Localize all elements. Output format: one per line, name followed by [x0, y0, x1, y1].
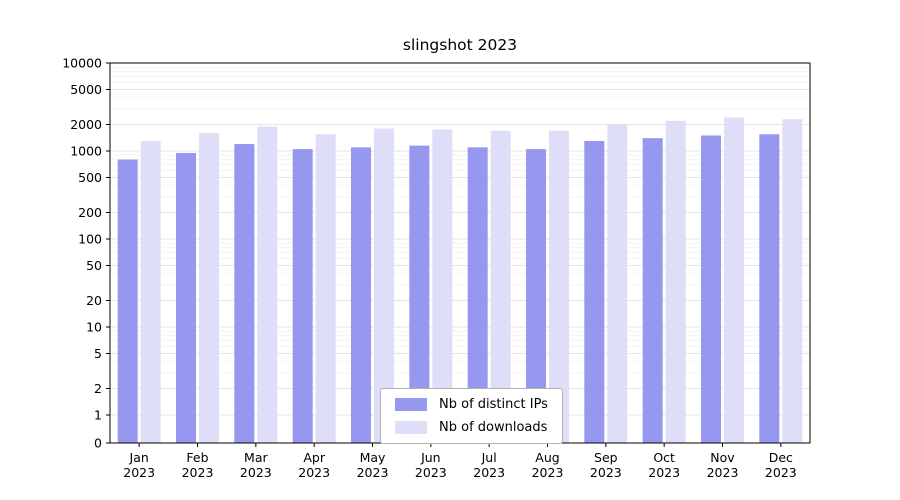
- x-tick-label-year: 2023: [590, 465, 622, 480]
- x-tick-label-year: 2023: [648, 465, 680, 480]
- x-tick-label-month: Feb: [186, 450, 208, 465]
- bar-distinct-ips: [701, 135, 721, 443]
- x-tick-label-month: Sep: [594, 450, 618, 465]
- legend-item-downloads: Nb of downloads: [395, 420, 548, 435]
- bar-distinct-ips: [351, 147, 371, 444]
- bar-downloads: [199, 133, 219, 443]
- bar-distinct-ips: [584, 140, 605, 443]
- x-tick-label-year: 2023: [532, 465, 564, 480]
- chart-title: slingshot 2023: [402, 36, 518, 54]
- bar-distinct-ips: [526, 149, 546, 443]
- x-tick-label-year: 2023: [123, 465, 155, 480]
- bar-distinct-ips: [292, 149, 313, 443]
- x-tick-label-year: 2023: [707, 465, 739, 480]
- y-tick-label: 20: [86, 293, 102, 308]
- legend-label-downloads: Nb of downloads: [439, 420, 548, 435]
- x-tick-label-year: 2023: [240, 465, 272, 480]
- bar-downloads: [724, 117, 744, 443]
- y-tick-label: 10: [86, 320, 102, 335]
- x-tick-label-month: Nov: [710, 450, 735, 465]
- legend-item-distinct-ips: Nb of distinct IPs: [395, 397, 548, 412]
- y-tick-label: 2000: [70, 117, 102, 132]
- bar-distinct-ips: [176, 152, 196, 443]
- legend: Nb of distinct IPs Nb of downloads: [380, 388, 563, 444]
- x-tick-label-month: Oct: [653, 450, 675, 465]
- x-tick-label-year: 2023: [182, 465, 214, 480]
- x-tick-label-month: Mar: [244, 450, 268, 465]
- x-tick-label-month: Aug: [535, 450, 559, 465]
- x-tick-label-month: Jul: [481, 450, 497, 465]
- y-tick-label: 5000: [70, 82, 102, 97]
- bar-distinct-ips: [467, 147, 488, 444]
- y-tick-label: 10000: [62, 56, 102, 71]
- bar-downloads: [607, 124, 628, 443]
- x-tick-label-month: Apr: [303, 450, 325, 465]
- x-tick-label-month: May: [360, 450, 386, 465]
- bar-downloads: [549, 130, 569, 443]
- y-tick-label: 100: [78, 232, 102, 247]
- bar-downloads: [490, 130, 511, 443]
- bar-downloads: [665, 120, 686, 443]
- x-tick-label-month: Jan: [129, 450, 149, 465]
- bar-downloads: [257, 126, 278, 444]
- y-tick-label: 2: [94, 381, 102, 396]
- x-tick-label-year: 2023: [357, 465, 389, 480]
- bar-downloads: [782, 119, 803, 443]
- x-tick-label-year: 2023: [298, 465, 330, 480]
- legend-label-distinct-ips: Nb of distinct IPs: [439, 397, 548, 412]
- y-tick-label: 1: [94, 408, 102, 423]
- bar-distinct-ips: [234, 144, 255, 443]
- y-tick-label: 500: [78, 170, 102, 185]
- bar-downloads: [315, 134, 336, 444]
- bar-distinct-ips: [117, 159, 138, 443]
- y-tick-label: 0: [94, 436, 102, 451]
- legend-swatch-downloads: [395, 421, 427, 434]
- y-tick-label: 1000: [70, 144, 102, 159]
- x-tick-label-year: 2023: [415, 465, 447, 480]
- y-tick-label: 5: [94, 346, 102, 361]
- bar-downloads: [374, 128, 394, 444]
- x-tick-label-month: Jun: [420, 450, 441, 465]
- legend-swatch-distinct-ips: [395, 398, 427, 411]
- y-tick-label: 50: [86, 258, 102, 273]
- bar-downloads: [140, 140, 161, 443]
- x-tick-label-year: 2023: [765, 465, 797, 480]
- bar-distinct-ips: [409, 145, 430, 444]
- bar-distinct-ips: [759, 134, 780, 444]
- bar-distinct-ips: [642, 138, 663, 443]
- bar-downloads: [432, 129, 453, 443]
- x-tick-label-year: 2023: [473, 465, 505, 480]
- y-tick-label: 200: [78, 205, 102, 220]
- x-tick-label-month: Dec: [769, 450, 793, 465]
